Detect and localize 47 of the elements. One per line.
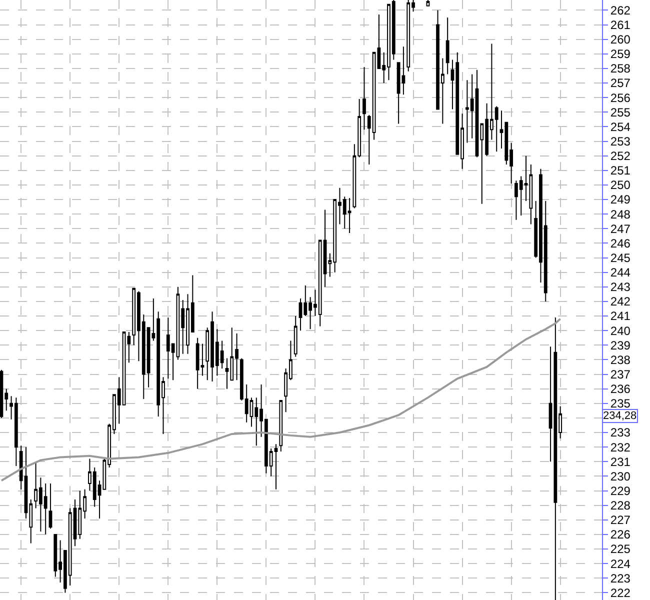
y-tick-label: 254 (610, 120, 631, 134)
y-tick-label: 253 (610, 134, 631, 148)
y-tick-label: 226 (610, 528, 631, 542)
y-tick-label: 245 (610, 250, 631, 265)
y-tick-label: 249 (610, 192, 631, 207)
candlestick (294, 316, 298, 358)
y-tick-label: 237 (610, 367, 631, 382)
y-tick-label: 262 (610, 3, 631, 18)
y-tick-label: 231 (610, 454, 631, 469)
y-tick-label: 256 (610, 90, 631, 105)
y-tick-label: 242 (610, 294, 631, 309)
y-tick-label: 224 (610, 556, 631, 571)
y-tick-label: 228 (610, 498, 631, 513)
y-tick-label: 258 (610, 62, 631, 76)
text: 234,28 (603, 410, 637, 422)
y-tick-label: 236 (610, 382, 631, 396)
y-tick-label: 223 (610, 571, 631, 586)
y-tick-label: 252 (610, 149, 631, 164)
y-tick-label: 260 (610, 32, 631, 47)
y-tick-label: 240 (610, 324, 631, 338)
y-tick-label: 225 (610, 542, 631, 556)
y-tick-label: 247 (610, 222, 631, 236)
y-tick-label: 259 (610, 47, 631, 62)
y-tick-label: 248 (610, 207, 631, 222)
candlestick (446, 16, 450, 75)
y-tick-label: 261 (610, 18, 631, 32)
y-tick-label: 251 (610, 164, 631, 178)
y-tick-label: 255 (610, 105, 631, 120)
y-tick-label: 235 (610, 396, 631, 411)
y-tick-label: 250 (610, 178, 631, 192)
y-tick-label: 239 (610, 338, 631, 352)
y-tick-label: 238 (610, 352, 631, 367)
y-tick-label: 257 (610, 76, 631, 90)
y-tick-label: 232 (610, 440, 631, 454)
y-tick-label: 229 (610, 484, 631, 498)
candlestick (48, 483, 52, 530)
y-tick-label: 243 (610, 280, 631, 294)
candlestick (279, 400, 283, 452)
line-series (0, 318, 562, 482)
y-tick-label: 233 (610, 426, 631, 440)
y-tick-label: 241 (610, 309, 631, 324)
candlestick (362, 66, 366, 130)
y-tick-label: 222 (610, 586, 631, 600)
y-tick-label: 227 (610, 513, 631, 528)
y-tick-label: 244 (610, 266, 631, 280)
y-tick-label: 246 (610, 236, 631, 250)
y-tick-label: 230 (610, 469, 631, 484)
